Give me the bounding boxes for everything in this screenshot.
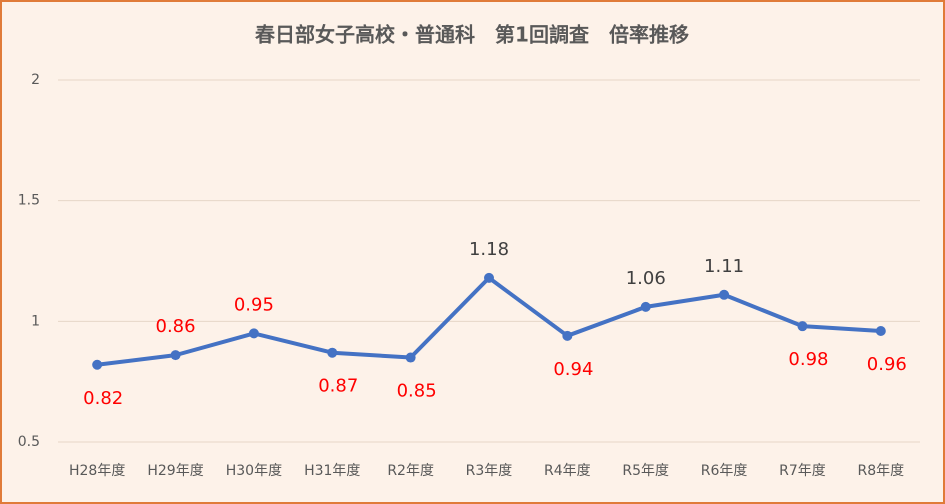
value-label: 1.18	[469, 239, 509, 260]
y-tick-label: 1.5	[18, 193, 40, 209]
data-point	[719, 289, 730, 300]
value-label: 0.85	[397, 381, 437, 402]
x-tick-label: H29年度	[147, 463, 203, 479]
data-point	[327, 347, 338, 358]
y-tick-label: 2	[31, 72, 40, 88]
x-tick-label: H28年度	[69, 463, 125, 479]
data-point	[92, 359, 103, 370]
data-point	[640, 301, 651, 312]
value-label: 1.06	[626, 268, 666, 289]
x-tick-label: R6年度	[701, 463, 748, 479]
data-point	[248, 328, 259, 339]
data-point	[875, 325, 886, 336]
value-label: 0.94	[553, 359, 593, 380]
data-point	[797, 321, 808, 332]
x-tick-label: H30年度	[226, 463, 282, 479]
x-tick-label: R3年度	[466, 463, 513, 479]
x-tick-label: R8年度	[857, 463, 904, 479]
value-label: 0.95	[234, 294, 274, 315]
chart-title: 春日部女子高校・普通科 第1回調査 倍率推移	[254, 23, 689, 47]
x-tick-label: R7年度	[779, 463, 826, 479]
y-tick-label: 1	[31, 313, 40, 329]
value-label: 1.11	[704, 256, 744, 277]
data-point	[484, 272, 494, 283]
x-tick-label: H31年度	[304, 463, 360, 479]
value-label: 0.96	[867, 354, 907, 375]
x-tick-label: R2年度	[387, 463, 434, 479]
data-point	[562, 330, 573, 341]
data-point	[405, 352, 416, 363]
x-tick-label: R4年度	[544, 463, 591, 479]
value-label: 0.98	[788, 349, 828, 370]
x-tick-label: R5年度	[622, 463, 669, 479]
value-label: 0.82	[83, 388, 123, 409]
value-label: 0.86	[156, 316, 196, 337]
data-point	[170, 350, 181, 361]
value-label: 0.87	[318, 376, 358, 397]
y-tick-label: 0.5	[18, 434, 40, 450]
